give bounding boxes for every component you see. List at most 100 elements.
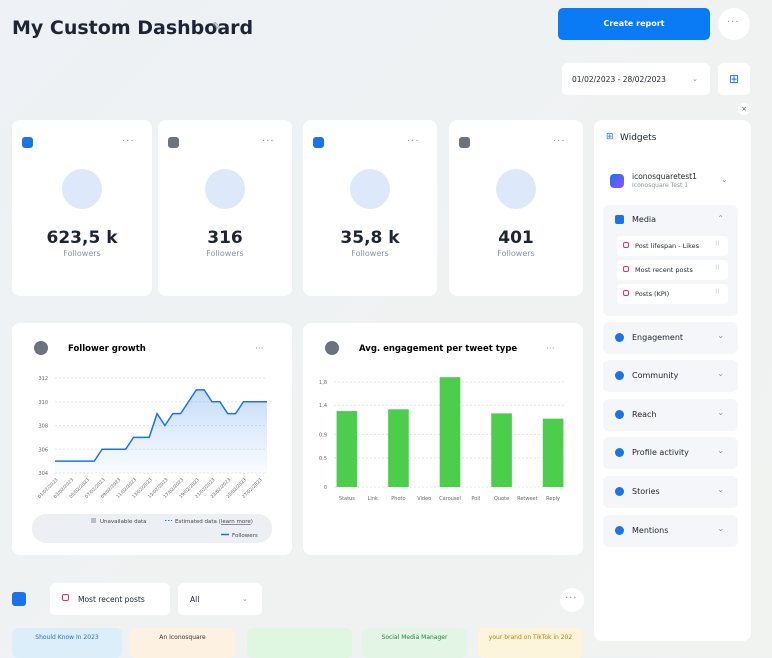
more-dots[interactable]: ···: [407, 136, 420, 147]
widget-section[interactable]: Stories ⌄: [603, 476, 738, 508]
section-icon: [615, 371, 624, 380]
legend-swatch: [91, 518, 96, 523]
legend-text: ): [251, 519, 253, 525]
bar: [439, 377, 461, 487]
dropdown-label: Most recent posts: [78, 595, 145, 604]
kpi-icon: [350, 169, 390, 209]
kpi-label: Followers: [63, 249, 101, 258]
chart-title: Follower growth: [68, 344, 146, 354]
instagram-icon: [623, 290, 629, 296]
kpi-value: 623,5 k: [46, 228, 118, 248]
kpi-value: 35,8 k: [340, 228, 400, 248]
kpi-card: ··· 316 Followers: [158, 120, 292, 296]
y-tick-label: 0,5: [319, 456, 327, 462]
widget-section[interactable]: Community ⌄: [603, 360, 738, 392]
x-tick-label: Photo: [391, 496, 405, 502]
more-button[interactable]: ···: [718, 8, 750, 40]
post-thumbnail[interactable]: An Iconosquare: [130, 628, 235, 658]
more-dots[interactable]: ···: [255, 344, 264, 354]
legend-text: Estimated data (: [175, 519, 221, 525]
line: [55, 389, 267, 462]
date-picker[interactable]: 01/02/2023 - 28/02/2023 ⌄: [562, 63, 710, 95]
button-label: Create report: [603, 19, 665, 28]
section-icon: [615, 448, 624, 457]
post-thumbnail[interactable]: [247, 628, 352, 658]
post-thumbnail[interactable]: your brand on TikTok in 202: [478, 628, 583, 658]
avatar: [34, 341, 48, 355]
widget-item-label: Most recent posts: [635, 266, 693, 274]
x-tick-label: Poll: [471, 496, 480, 502]
filter-label: All: [190, 595, 200, 604]
more-dots[interactable]: ···: [546, 344, 555, 354]
widget-section[interactable]: Profile activity ⌄: [603, 437, 738, 469]
widget-item[interactable]: Posts (KPI) ⠿: [617, 284, 728, 304]
create-report-button[interactable]: Create report: [558, 8, 710, 40]
more-dots[interactable]: ···: [553, 136, 566, 147]
section-title: Reach: [632, 410, 657, 419]
account-sub: Iconosquare Test 1: [632, 182, 689, 189]
kpi-icon: [496, 169, 536, 209]
edit-icon[interactable]: ✎: [212, 20, 222, 33]
y-tick-label: 1,8: [319, 380, 327, 386]
x-tick-label: Link: [368, 496, 378, 502]
date-range: 01/02/2023 - 28/02/2023: [572, 75, 666, 84]
account-icon: [313, 137, 324, 148]
kpi-label: Followers: [206, 249, 244, 258]
chevron: ⌄: [717, 408, 724, 417]
widget-item[interactable]: Post lifespan - Likes ⠿: [617, 236, 728, 256]
y-tick-label: 306: [38, 447, 48, 453]
y-tick-label: 304: [38, 471, 48, 477]
kpi-label: Followers: [351, 249, 389, 258]
kpi-card: ··· 623,5 k Followers: [12, 120, 152, 296]
account-icon: [12, 592, 26, 606]
widgets-toggle[interactable]: ⊞: [718, 63, 750, 95]
kpi-value: 316: [207, 228, 243, 248]
widget-item-label: Post lifespan - Likes: [635, 242, 700, 250]
more-button[interactable]: ···: [560, 588, 584, 612]
widget-section[interactable]: Engagement ⌄: [603, 322, 738, 354]
chevron[interactable]: ⌃: [717, 214, 724, 223]
post-thumbnail[interactable]: Social Media Manager: [362, 628, 467, 658]
learn-more-link[interactable]: learn more: [221, 519, 252, 525]
kpi-card: ··· 35,8 k Followers: [303, 120, 437, 296]
x-tick-label: Retweet: [517, 496, 538, 502]
y-tick-label: 308: [38, 424, 48, 430]
section-icon: [615, 487, 624, 496]
section-title: Profile activity: [632, 448, 689, 457]
legend-label: Estimated data (learn more): [175, 519, 253, 525]
section-title: Mentions: [632, 526, 669, 535]
kpi-label: Followers: [497, 249, 535, 258]
post-type-dropdown[interactable]: Most recent posts: [50, 583, 170, 615]
filter-dropdown[interactable]: All ⌄: [178, 583, 262, 615]
section-title: Engagement: [632, 333, 684, 342]
widget-section[interactable]: Reach ⌄: [603, 399, 738, 431]
chevron[interactable]: ⌄: [721, 175, 728, 184]
avatar: [325, 341, 339, 355]
x-tick-label: Quote: [494, 496, 509, 502]
widget-section[interactable]: Mentions ⌄: [603, 515, 738, 547]
x-tick-label: Reply: [546, 496, 560, 502]
post-thumbnail[interactable]: Should Know In 2023: [12, 628, 122, 658]
more-dots[interactable]: ···: [122, 136, 135, 147]
y-tick-label: 312: [38, 376, 48, 382]
y-tick-label: 0,9: [319, 432, 327, 438]
x-tick-label: Video: [417, 496, 431, 502]
bar: [491, 413, 512, 487]
chevron: ⌄: [717, 485, 724, 494]
more-dots[interactable]: ···: [262, 136, 275, 147]
widgets-title: Widgets: [620, 133, 657, 143]
drag-handle: ⠿: [714, 264, 720, 272]
chevron: ⌄: [717, 331, 724, 340]
legend-label: Followers: [232, 533, 258, 539]
section-title: Stories: [632, 487, 660, 496]
media-icon: [615, 215, 624, 224]
kpi-icon: [62, 169, 102, 209]
section-icon: [615, 526, 624, 535]
kpi-icon: [205, 169, 245, 209]
widget-item[interactable]: Most recent posts ⠿: [617, 260, 728, 280]
kpi-card: ··· 401 Followers: [449, 120, 583, 296]
y-tick-label: 0: [324, 485, 327, 491]
close-button[interactable]: ×: [738, 103, 750, 115]
